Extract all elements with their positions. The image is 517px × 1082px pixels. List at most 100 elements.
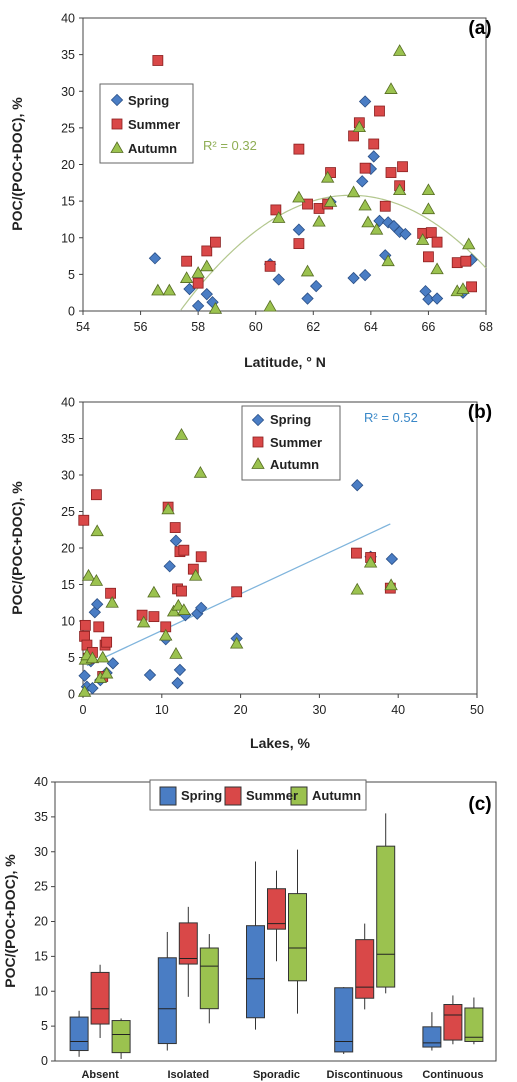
spring-point [292, 223, 306, 236]
summer-point [385, 167, 397, 178]
category-label: Discontinuous [327, 1069, 403, 1081]
y-axis-label: POC/(POC+DOC), % [9, 481, 25, 615]
y-tick-label: 30 [61, 469, 75, 483]
autumn-point [350, 582, 364, 595]
box-body [111, 1020, 131, 1054]
spring-box [334, 987, 354, 1055]
summer-point [359, 162, 371, 174]
autumn-point [352, 120, 367, 133]
y-axis-label: POC/(POC+DOC), % [9, 97, 25, 231]
y-tick-label: 10 [61, 231, 75, 245]
summer-point [374, 105, 385, 117]
legend-spring: Spring [181, 788, 222, 803]
autumn-point [421, 183, 436, 196]
summer-point [379, 200, 391, 212]
spring-point [169, 534, 183, 547]
autumn-point [77, 685, 92, 697]
autumn-point [369, 222, 384, 235]
summer-point [397, 161, 408, 173]
summer-point [351, 547, 362, 559]
legend-summer-swatch [224, 786, 242, 806]
summer-point [192, 277, 204, 289]
summer-point [264, 260, 276, 272]
panel-b: 0 5 10 15 20 25 30 35 40 0 10 20 30 40 50 POC/(POC+DO… [9, 396, 492, 752]
y-tick-label: 30 [61, 85, 75, 99]
spring-point [173, 663, 187, 677]
x-axis-label: Latitude, ° N [244, 354, 326, 370]
y-axis-ticks: 0 5 10 15 20 25 30 35 40 [34, 775, 55, 1068]
autumn-point [358, 198, 372, 211]
y-tick-label: 40 [34, 775, 48, 789]
x-axis-label: Lakes, % [250, 735, 310, 751]
category-labels: Absent Isolated Sporadic Discontinuous Conti… [81, 1069, 483, 1081]
summer-point [78, 514, 90, 526]
y-tick-label: 5 [68, 268, 75, 282]
legend: Spring Summer Autumn [241, 405, 341, 481]
autumn-point [179, 271, 194, 283]
spring-point [356, 175, 369, 188]
autumn-point [320, 170, 335, 183]
summer-point [178, 544, 190, 556]
autumn-point [392, 44, 407, 56]
autumn-box [199, 934, 219, 1024]
y-tick-label: 5 [68, 651, 75, 665]
spring-point [86, 681, 99, 695]
autumn-point [384, 82, 398, 94]
summer-point [425, 227, 437, 239]
autumn-point [462, 237, 476, 250]
x-axis-ticks: 0 10 20 30 40 50 [80, 694, 484, 717]
box-body [90, 971, 110, 1025]
fit-curve [180, 194, 487, 311]
spring-point [301, 292, 314, 305]
summer-point [93, 621, 105, 633]
box-body [464, 1007, 484, 1042]
autumn-point [263, 299, 277, 312]
autumn-point [166, 604, 181, 617]
legend-spring: Spring [128, 93, 169, 108]
summer-point [105, 587, 116, 599]
autumn-point [81, 568, 96, 581]
legend-square-marker [111, 118, 123, 130]
autumn-box [464, 997, 484, 1045]
spring-point [171, 676, 184, 690]
y-tick-label: 5 [41, 1019, 48, 1033]
summer-box [178, 906, 198, 997]
y-tick-label: 15 [34, 949, 48, 963]
category-label: Absent [81, 1069, 119, 1081]
autumn-point [191, 266, 205, 278]
legend-markers [251, 413, 265, 469]
autumn-point [161, 502, 175, 515]
autumn-point [147, 585, 161, 598]
legend-diamond-marker [110, 93, 124, 107]
spring-box [157, 931, 177, 1051]
category-label: Sporadic [253, 1069, 300, 1081]
spring-point [385, 552, 399, 566]
panel-label: (a) [468, 18, 491, 39]
panel-label: (b) [468, 402, 492, 423]
box-body [267, 888, 286, 930]
summer-point [270, 204, 282, 216]
y-tick-label: 0 [68, 688, 75, 702]
y-tick-label: 40 [61, 12, 75, 26]
summer-point [466, 281, 478, 293]
panel-c: 0 5 10 15 20 25 30 35 40 Absent Isolated Sporadic D… [2, 775, 497, 1081]
autumn-point [89, 574, 104, 586]
r-squared-label: R² = 0.32 [203, 138, 257, 153]
legend: Spring Summer Autumn [149, 779, 367, 811]
summer-box [267, 870, 286, 962]
autumn-point [229, 636, 244, 649]
spring-point [200, 287, 213, 301]
fit-curve-path [180, 194, 487, 311]
autumn-point [169, 647, 183, 659]
y-axis-ticks: 0 5 10 15 20 25 30 35 40 [61, 396, 83, 702]
summer-point [231, 586, 243, 598]
y-tick-label: 0 [41, 1054, 48, 1068]
box-body [69, 1016, 89, 1052]
spring-point [143, 668, 157, 682]
autumn-point [171, 598, 186, 611]
summer-point [90, 489, 102, 501]
summer-box [90, 964, 110, 1038]
y-tick-label: 35 [34, 810, 48, 824]
summer-box [443, 995, 463, 1045]
autumn-point [177, 603, 191, 615]
